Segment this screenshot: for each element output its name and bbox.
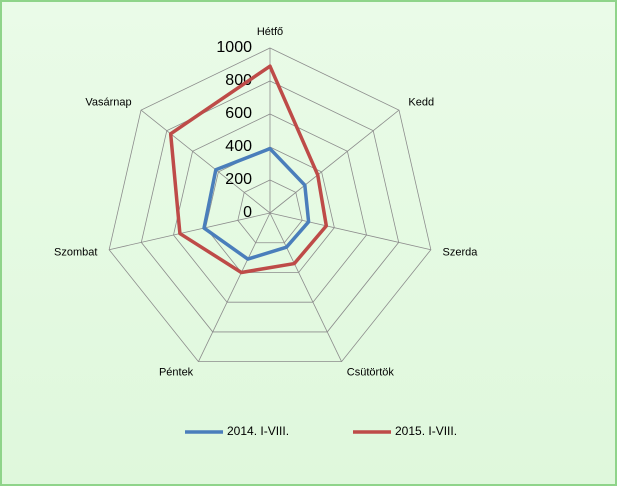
y-tick-label: 1000 [216, 39, 252, 56]
y-tick-label: 200 [225, 171, 252, 188]
grid-line [108, 47, 432, 363]
plot-area: Hétfő Kedd Szerda Csütörtök Péntek Szombat Vas… [54, 26, 478, 378]
grid-line [140, 80, 400, 333]
axis-spoke [269, 212, 431, 251]
series-line [168, 64, 329, 275]
category-label: Szerda [443, 246, 479, 258]
category-label: Hétfő [257, 26, 283, 38]
legend: 2014. I-VIII. 2015. I-VIII. [185, 424, 457, 438]
axis-spoke [140, 109, 271, 214]
category-label: Péntek [159, 366, 194, 378]
y-tick-label: 0 [243, 204, 252, 221]
legend-label: 2014. I-VIII. [227, 424, 289, 438]
grid-line [205, 146, 335, 273]
series-line [202, 146, 311, 261]
grid-line [173, 113, 367, 303]
category-label: Vasárnap [85, 97, 131, 109]
category-label: Csütörtök [347, 366, 395, 378]
category-label: Kedd [408, 97, 434, 109]
axis-spoke [269, 212, 342, 362]
axis-spoke [109, 212, 271, 251]
grid-line [237, 179, 303, 244]
axis-spoke [198, 212, 271, 362]
y-tick-label: 600 [225, 105, 252, 122]
legend-label: 2015. I-VIII. [395, 424, 457, 438]
y-tick-label: 400 [225, 138, 252, 155]
axis-spoke [269, 109, 400, 214]
category-label: Szombat [54, 246, 97, 258]
